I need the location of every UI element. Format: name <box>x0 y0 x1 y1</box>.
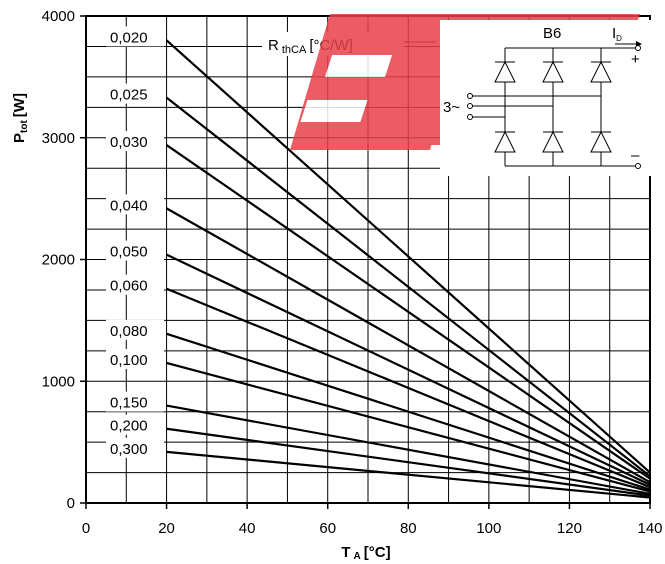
x-axis-title: T A [°C] <box>341 544 390 562</box>
rthca-sub: thCA <box>282 44 307 56</box>
series-label-0-150: 0,150 <box>110 395 148 412</box>
series-label-0-300: 0,300 <box>110 441 148 458</box>
series-line-0-300 <box>166 450 651 499</box>
series-label-0-040: 0,040 <box>110 197 148 214</box>
diode-column-1 <box>494 48 516 166</box>
schematic-input-label: 3~ <box>443 99 460 116</box>
x-tick-label: 20 <box>158 520 175 537</box>
series-label-bg <box>106 131 164 152</box>
series-line-0-025 <box>165 96 651 478</box>
y-axis-title-main: P <box>11 133 28 143</box>
series-label-bg <box>106 83 164 104</box>
ticks: 0 20 40 60 80 100 120 140 0 1000 2000 3000 4000 <box>42 8 663 537</box>
x-axis-title-sub: A <box>354 551 361 562</box>
series-label-0-060: 0,060 <box>110 278 148 295</box>
minus-terminal <box>635 163 641 169</box>
series-label-0-100: 0,100 <box>110 352 148 369</box>
x-tick-label: 140 <box>637 520 662 537</box>
ac-inputs <box>467 93 601 120</box>
series-label-0-200: 0,200 <box>110 418 148 435</box>
series-line-0-200 <box>166 427 651 497</box>
x-axis-title-main: T <box>341 544 350 561</box>
series-line-0-030 <box>165 144 651 480</box>
y-axis-title-sub: tot <box>19 120 30 133</box>
y-tick-label: 1000 <box>42 373 75 390</box>
y-tick-label: 4000 <box>42 8 75 25</box>
series-label-bg <box>106 348 164 369</box>
schematic-name: B6 <box>543 25 561 42</box>
series-label-0-080: 0,080 <box>110 323 148 340</box>
rthca-main: R <box>268 37 279 54</box>
diode-column-3 <box>590 48 612 166</box>
schematic-background <box>440 20 656 176</box>
series-line-0-050 <box>166 253 651 486</box>
x-tick-label: 60 <box>319 520 336 537</box>
series-label-bg <box>106 194 164 215</box>
x-tick-label: 100 <box>476 520 501 537</box>
series-line-0-060 <box>166 287 651 489</box>
y-tick-label: 2000 <box>42 252 75 269</box>
y-tick-label: 3000 <box>42 130 75 147</box>
schematic-minus: – <box>631 147 640 164</box>
series-line-0-040 <box>166 207 651 484</box>
series-label-bg <box>106 414 164 435</box>
y-axis-title: Ptot [W] <box>11 93 30 143</box>
y-axis-title-unit: [W] <box>11 93 28 117</box>
series-label-0-050: 0,050 <box>110 244 148 261</box>
diode-column-2 <box>542 48 564 166</box>
series-label-bg <box>106 437 164 458</box>
series-label-bg <box>106 319 164 340</box>
x-tick-label: 80 <box>400 520 417 537</box>
curve-labels: 0,020 0,025 0,030 0,040 0,050 0,060 0,080 0,100… <box>106 26 164 458</box>
curves <box>165 39 651 499</box>
x-axis-title-unit: [°C] <box>364 544 391 561</box>
series-label-0-020: 0,020 <box>110 29 148 46</box>
schematic-output-label: ID <box>612 25 622 43</box>
series-line-0-080 <box>166 332 651 491</box>
series-line-0-100 <box>166 361 651 493</box>
x-tick-label: 120 <box>557 520 582 537</box>
bridge-schematic: B6 ID 3~ + – <box>440 20 656 176</box>
series-line-0-150 <box>166 404 651 495</box>
plus-terminal <box>635 45 641 51</box>
x-tick-label: 0 <box>82 520 90 537</box>
y-tick-label: 0 <box>67 495 75 512</box>
series-line-0-020 <box>165 39 651 474</box>
series-label-bg <box>106 391 164 412</box>
series-label-bg <box>106 26 164 47</box>
series-label-bg <box>106 274 164 295</box>
series-label-0-030: 0,030 <box>110 134 148 151</box>
series-label-0-025: 0,025 <box>110 87 148 104</box>
x-tick-label: 40 <box>239 520 256 537</box>
schematic-plus: + <box>631 51 640 68</box>
series-label-bg <box>106 240 164 261</box>
